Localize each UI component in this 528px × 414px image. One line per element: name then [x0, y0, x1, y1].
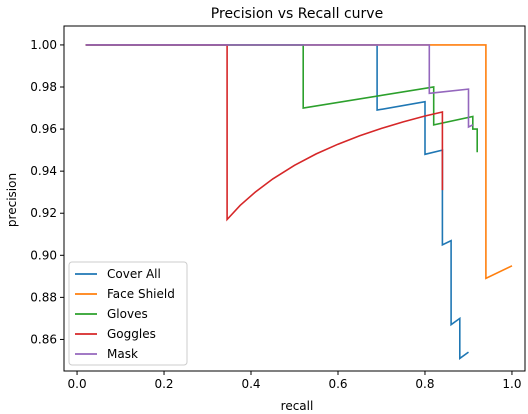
chart-title: Precision vs Recall curve [211, 6, 383, 22]
x-tick-label: 0.8 [415, 377, 434, 391]
x-axis-label: recall [281, 399, 314, 413]
y-tick-label: 0.86 [30, 332, 57, 346]
series-line-cover-all [85, 44, 469, 360]
series-line-goggles [85, 44, 444, 222]
legend-label: Mask [107, 347, 138, 361]
x-tick-label: 0.0 [68, 377, 87, 391]
y-tick-label: 0.90 [30, 248, 57, 262]
y-tick-label: 0.88 [30, 290, 57, 304]
y-tick-label: 0.96 [30, 122, 57, 136]
x-tick-label: 0.6 [328, 377, 347, 391]
y-tick-label: 1.00 [30, 38, 57, 52]
y-axis-label: precision [5, 173, 19, 227]
y-tick-label: 0.92 [30, 206, 57, 220]
plot-area [85, 44, 513, 360]
x-tick-label: 0.4 [241, 377, 260, 391]
axis-ticks: 0.0 0.2 0.4 0.6 0.8 1.0 0.86 0.88 0.90 0.92 0.94 0.… [30, 38, 521, 391]
y-tick-label: 0.98 [30, 80, 57, 94]
legend: Cover All Face Shield Gloves Goggles Mask [68, 261, 188, 366]
legend-label: Cover All [107, 267, 161, 281]
x-tick-label: 0.2 [154, 377, 173, 391]
plot-frame [63, 25, 526, 372]
legend-label: Goggles [107, 327, 156, 341]
legend-label: Gloves [107, 307, 148, 321]
legend-label: Face Shield [107, 287, 175, 301]
series-line-gloves [85, 44, 478, 153]
x-tick-label: 1.0 [502, 377, 521, 391]
series-line-mask [85, 44, 474, 129]
series-line-face-shield [85, 44, 513, 280]
y-tick-label: 0.94 [30, 164, 57, 178]
